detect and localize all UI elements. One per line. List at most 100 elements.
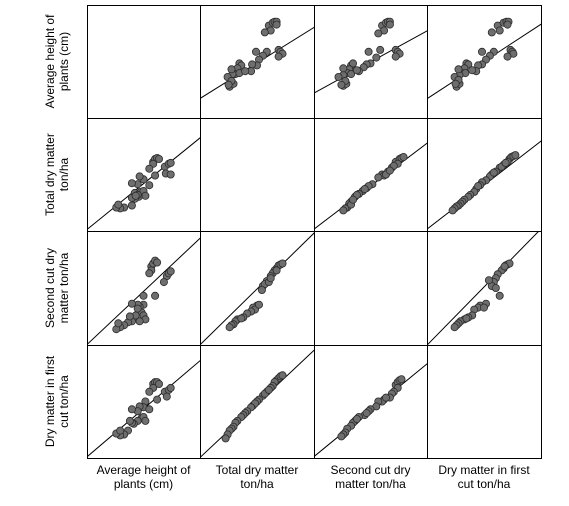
data-point-r3-c2-25 (381, 393, 390, 402)
data-point-r3-c2-22 (337, 432, 346, 441)
data-point-r0-c3-5 (495, 26, 504, 35)
panel-frame-r2-c2 (314, 231, 428, 346)
data-point-r2-c1-10 (257, 285, 266, 294)
data-point-r2-c3-21 (450, 323, 459, 332)
data-point-r0-c3-29 (477, 47, 486, 56)
data-point-r0-c2-30 (374, 29, 383, 38)
data-point-r0-c1-4 (272, 20, 281, 29)
data-point-r1-c3-3 (511, 151, 520, 160)
data-point-r2-c3-25 (500, 262, 509, 271)
data-point-r3-c2-24 (362, 409, 371, 418)
data-point-r2-c3-22 (462, 314, 471, 323)
x-axis-label-line: plants (cm) (114, 477, 173, 491)
data-point-r0-c2-17 (348, 59, 357, 68)
data-point-r2-c1-26 (272, 266, 281, 275)
panel-frames (87, 5, 542, 459)
data-point-r2-c3-10 (495, 291, 504, 300)
panel-frame-r1-c3 (427, 118, 542, 232)
y-axis-label-line: cut ton/ha (57, 375, 71, 428)
data-point-r3-c0-8 (166, 383, 175, 392)
data-point-r2-c0-27 (114, 319, 123, 328)
data-point-r0-c1-9 (274, 52, 283, 61)
data-point-r3-c0-10 (153, 395, 162, 404)
data-point-r2-c0-9 (159, 278, 168, 287)
data-point-r0-c2-23 (339, 64, 348, 73)
data-point-r1-c2-10 (374, 173, 383, 182)
data-point-r2-c1-25 (266, 274, 275, 283)
y-axis-label-2: Second cut drymatter ton/ha (43, 248, 71, 328)
data-point-r1-c0-10 (166, 170, 175, 179)
data-point-r1-c0-5 (145, 164, 154, 173)
data-point-r2-c1-24 (254, 300, 263, 309)
x-axis-label-line: Average height of (97, 463, 192, 477)
y-axis-label-text: Total dry matterton/ha (43, 133, 71, 216)
data-point-r2-c3-9 (491, 283, 500, 292)
fit-line-r2-c1 (200, 232, 314, 345)
panel-frame-r2-c3 (427, 231, 542, 346)
data-point-r2-c0-19 (135, 317, 144, 326)
fit-line-r1-c0 (87, 137, 200, 231)
data-point-r3-c0-3 (154, 379, 163, 388)
data-point-r3-c0-27 (125, 416, 134, 425)
panel-frame-r3-c3 (427, 345, 542, 459)
data-point-r2-c0-3 (153, 258, 162, 267)
panel-frame-r1-c1 (200, 118, 315, 232)
data-point-r3-c0-18 (141, 416, 150, 425)
data-point-r1-c0-29 (131, 191, 140, 200)
data-point-r1-c0-8 (166, 158, 175, 167)
data-point-r3-c1-25 (221, 434, 230, 443)
data-point-r1-c3-26 (489, 168, 498, 177)
data-point-r1-c0-30 (145, 181, 154, 190)
y-axis-label-text: Second cut drymatter ton/ha (43, 248, 71, 328)
y-axis-label-line: Average height of (43, 14, 57, 109)
data-point-r0-c1-14 (248, 60, 257, 69)
data-point-r3-c2-23 (352, 414, 361, 423)
data-point-r2-c0-28 (125, 312, 134, 321)
data-point-r2-c3-24 (484, 276, 493, 285)
data-point-r0-c2-24 (352, 66, 361, 75)
y-axis-label-text: Average height ofplants (cm) (43, 14, 71, 109)
data-point-r1-c2-3 (399, 152, 408, 161)
y-axis-label-line: Dry matter in first (43, 355, 57, 447)
data-point-r3-c0-26 (116, 426, 125, 435)
data-point-r1-c0-18 (141, 191, 150, 200)
data-point-r0-c2-11 (372, 53, 381, 62)
x-axis-label-0: Average height of plants (cm) (97, 463, 192, 491)
x-axis-label-line: Total dry matter (216, 463, 299, 477)
data-point-r2-c0-11 (139, 291, 148, 300)
data-point-r0-c3-30 (487, 28, 496, 37)
data-point-r2-c1-23 (237, 314, 246, 323)
data-point-r2-c1-22 (225, 323, 234, 332)
fit-line-r2-c0 (87, 237, 200, 345)
y-axis-label-line: Second cut dry (43, 248, 57, 328)
data-point-r1-c2-24 (348, 195, 357, 204)
data-point-r0-c3-4 (503, 20, 512, 29)
data-point-r0-c2-29 (364, 47, 373, 56)
y-axis-label-line: ton/ha (57, 157, 71, 191)
data-point-r0-c2-20 (347, 70, 356, 79)
y-axis-label-0: Average height ofplants (cm) (43, 14, 71, 109)
data-point-r3-c0-28 (145, 405, 154, 414)
data-point-r1-c0-13 (135, 172, 144, 181)
data-point-r0-c3-9 (503, 52, 512, 61)
data-point-r0-c3-24 (468, 66, 477, 75)
x-axis-label-3: Dry matter in first cut ton/ha (438, 463, 530, 491)
x-axis-label-line: Dry matter in first (438, 463, 530, 477)
panel-frame-r1-c2 (314, 118, 428, 232)
data-point-r1-c2-27 (385, 166, 394, 175)
data-point-r0-c1-23 (227, 65, 236, 74)
data-point-r3-c2-3 (397, 375, 406, 384)
data-point-r0-c3-28 (451, 79, 460, 88)
x-axis-label-line: cut ton/ha (458, 477, 511, 491)
data-point-r0-c2-22 (334, 73, 343, 82)
panel-frame-r3-c2 (314, 345, 428, 459)
data-point-r1-c2-22 (339, 206, 348, 215)
data-point-r2-c0-15 (127, 299, 136, 308)
panel-frame-r0-c0 (87, 5, 201, 119)
data-point-r0-c1-24 (241, 67, 250, 76)
fit-line-r2-c3 (427, 231, 540, 345)
data-point-r1-c0-24 (127, 201, 136, 210)
y-axis-label-line: Total dry matter (43, 133, 57, 216)
x-axis-label-line: matter ton/ha (335, 477, 406, 491)
